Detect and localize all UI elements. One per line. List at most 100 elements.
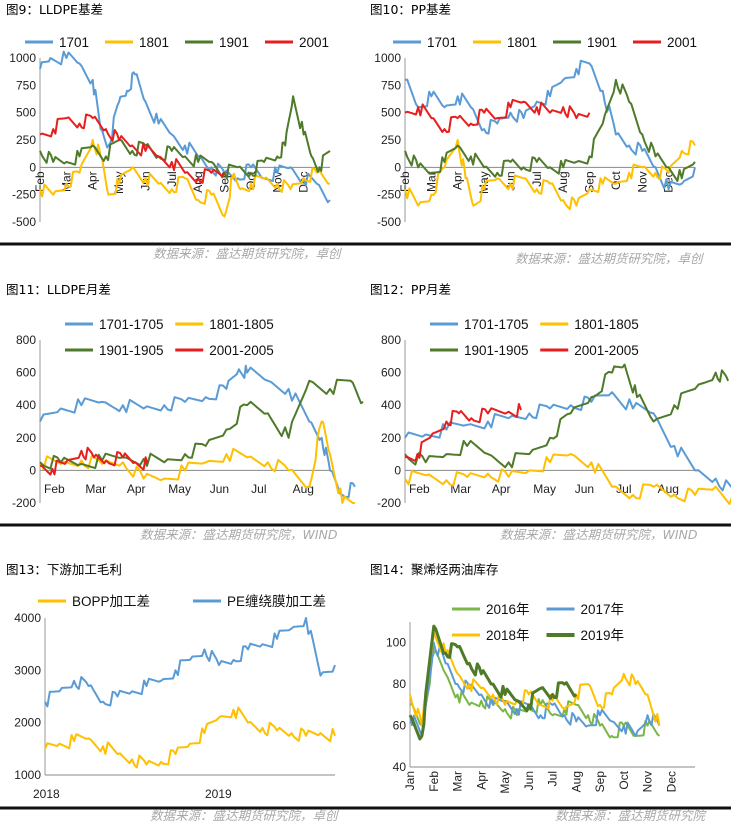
y-axis: 4000 3000 2000 1000: [14, 611, 46, 782]
legend-label: 2001: [667, 35, 697, 50]
x-tick-label: Jul: [251, 482, 266, 496]
y-tick-label: 800: [381, 333, 401, 347]
y-tick-label: 0: [394, 463, 401, 477]
legend-label: 2016年: [486, 602, 530, 617]
y-tick-label: -500: [377, 215, 401, 229]
chart-title: 图9：LLDPE基差: [6, 2, 103, 17]
x-tick-label: Aug: [569, 771, 583, 792]
legend-label: 1801: [139, 35, 169, 50]
legend-label: 1801-1805: [209, 317, 274, 332]
y-tick-label: -250: [377, 188, 401, 202]
series-line-3: [409, 631, 661, 727]
x-tick-label: Jun: [575, 482, 594, 496]
legend: 2016年 2017年 2018年 2019年: [452, 602, 624, 643]
legend-label: PE缠绕膜加工差: [227, 593, 326, 609]
legend-label: 1901-1905: [99, 343, 164, 358]
y-tick-label: 1000: [14, 768, 41, 782]
y-tick-label: -500: [12, 215, 36, 229]
legend: 1701-1705 1801-1805 1901-1905 2001-2005: [430, 317, 639, 358]
source-note: 数据来源：盛达期货研究院: [555, 808, 708, 823]
x-tick-label: Nov: [635, 171, 649, 192]
y-tick-label: 0: [29, 160, 36, 174]
legend: 1701-1705 1801-1805 1901-1905 2001-2005: [65, 317, 274, 358]
y-tick-label: 80: [393, 677, 407, 691]
y-tick-label: 40: [393, 760, 407, 774]
y-tick-label: 500: [16, 106, 36, 120]
source-note: 数据来源：盛达期货研究院，卓创: [150, 808, 339, 823]
chart-panel-4: 图12：PP月差 800 600 400 200 0 -200 Feb Mar Apr May Jun…: [365, 282, 731, 542]
legend-label: 1901-1905: [464, 343, 529, 358]
series-line-3: [39, 95, 331, 180]
x-tick-label: Jun: [522, 771, 536, 790]
y-tick-label: 100: [386, 636, 406, 650]
x-tick-label: Apr: [451, 171, 465, 190]
y-axis: 100 80 60 40: [386, 622, 411, 774]
chart-panel-5: 图13：下游加工毛利 4000 3000 2000 1000 2018 2019 BOPP加工…: [0, 562, 365, 823]
legend-label: 2001-2005: [209, 343, 274, 358]
y-tick-label: 600: [381, 366, 401, 380]
y-tick-label: 600: [16, 366, 36, 380]
x-tick-label: Jun: [503, 171, 517, 190]
y-tick-label: 400: [16, 398, 36, 412]
y-tick-label: 250: [16, 133, 36, 147]
legend-label: 2018年: [486, 628, 530, 643]
x-tick-label: Feb: [44, 482, 65, 496]
series-line-4: [404, 403, 522, 462]
x-tick-label: Jan: [403, 771, 417, 790]
x-tick-label: Nov: [641, 771, 655, 792]
x-tick-label: Jul: [616, 482, 631, 496]
chart-title: 图13：下游加工毛利: [6, 562, 122, 577]
chart-panel-3: 图11：LLDPE月差 800 600 400 200 0 -200 Feb Mar Apr May…: [0, 282, 365, 542]
x-tick-label: Mar: [450, 482, 471, 496]
y-axis: 1000 750 500 250 0 -250 -500: [9, 51, 41, 229]
y-axis: 800 600 400 200 0 -200: [377, 333, 406, 510]
series-line-2: [39, 420, 355, 504]
x-tick-label: May: [477, 171, 491, 194]
legend-label: 2019年: [581, 628, 625, 643]
x-tick-label: Mar: [451, 771, 465, 792]
x-tick-label: Jun: [210, 482, 229, 496]
series-line-4: [408, 624, 578, 741]
x-tick-label: Jul: [530, 171, 544, 186]
series-line-2: [409, 641, 661, 737]
y-tick-label: -200: [12, 496, 36, 510]
y-tick-label: 750: [381, 78, 401, 92]
x-tick-label: Mar: [85, 482, 106, 496]
x-tick-label: Apr: [127, 482, 146, 496]
y-tick-label: 2000: [14, 716, 41, 730]
x-axis: Jan Feb Mar Apr May Jun Jul Aug Sep Oct Nov Dec: [403, 770, 678, 793]
series-line-1: [39, 50, 331, 204]
x-tick-label: Apr: [86, 171, 100, 190]
x-tick-label: Dec: [664, 771, 678, 792]
series-line-2: [44, 617, 336, 708]
legend-label: 1801: [507, 35, 537, 50]
source-note: 数据来源：盛达期货研究院，卓创: [515, 251, 704, 266]
x-tick-label: Aug: [556, 171, 570, 192]
x-tick-label: 2018: [33, 787, 60, 801]
x-tick-label: 2019: [205, 787, 232, 801]
legend: BOPP加工差 PE缠绕膜加工差: [38, 593, 326, 609]
legend-label: 1701: [59, 35, 89, 50]
series-line-2: [404, 139, 696, 211]
y-axis: 1000 750 500 250 0 -250 -500: [374, 51, 406, 229]
y-tick-label: 250: [381, 133, 401, 147]
x-tick-label: May: [498, 771, 512, 794]
x-tick-label: Oct: [609, 171, 623, 190]
series-line-3: [404, 78, 696, 182]
x-tick-label: Aug: [658, 482, 679, 496]
series-line-1: [44, 706, 336, 769]
legend: 1701 1801 1901 2001: [393, 35, 697, 50]
chart-title: 图12：PP月差: [370, 282, 451, 297]
series-line-3: [404, 363, 730, 469]
series-line-4: [39, 113, 226, 184]
x-tick-label: May: [168, 482, 191, 496]
y-tick-label: 200: [381, 431, 401, 445]
chart-panel-2: 图10：PP基差 1000 750 500 250 0 -250 -500 Feb Mar Apr M…: [365, 2, 731, 266]
legend: 1701 1801 1901 2001: [25, 35, 329, 50]
source-note: 数据来源：盛达期货研究院，WIND: [500, 527, 698, 542]
legend-label: 1701-1705: [464, 317, 529, 332]
y-tick-label: 4000: [14, 611, 41, 625]
x-tick-label: Oct: [617, 770, 631, 789]
